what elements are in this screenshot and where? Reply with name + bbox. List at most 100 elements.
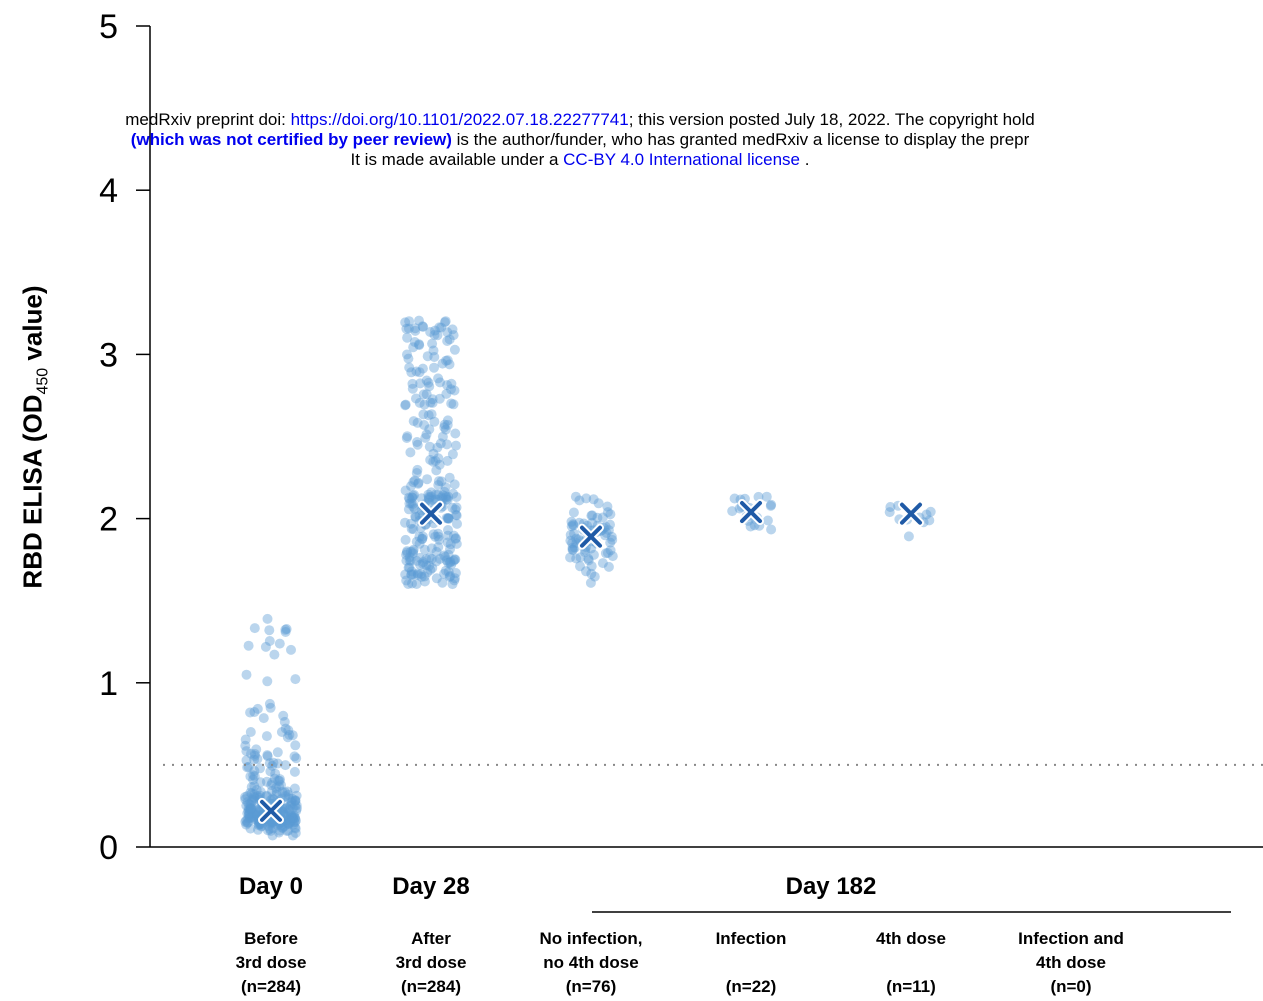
data-point xyxy=(585,577,596,588)
data-point xyxy=(428,456,439,467)
data-point xyxy=(265,766,276,777)
data-point xyxy=(254,807,264,817)
data-point xyxy=(291,800,302,811)
data-point xyxy=(444,359,455,370)
data-point xyxy=(425,564,436,575)
data-point xyxy=(440,565,451,576)
data-point xyxy=(264,625,275,636)
data-point xyxy=(280,723,291,734)
data-point xyxy=(250,810,261,821)
data-point xyxy=(409,503,420,514)
data-point xyxy=(433,542,444,552)
data-point xyxy=(603,525,614,536)
data-point xyxy=(575,561,585,572)
data-point xyxy=(261,790,272,801)
data-point xyxy=(260,641,271,652)
data-point xyxy=(433,531,444,542)
data-point xyxy=(262,751,273,762)
data-point xyxy=(273,775,284,786)
data-point xyxy=(249,765,260,776)
data-point xyxy=(400,317,411,328)
data-point xyxy=(422,351,433,362)
data-point xyxy=(247,812,258,823)
data-point xyxy=(412,570,423,580)
data-point xyxy=(568,519,578,530)
data-point xyxy=(450,554,461,565)
data-point xyxy=(441,355,451,366)
data-point xyxy=(240,816,251,827)
data-point xyxy=(267,786,277,796)
group-label-line-1: Infection xyxy=(716,929,787,948)
data-point xyxy=(433,489,443,500)
data-point xyxy=(418,389,429,400)
data-point xyxy=(289,766,300,777)
data-point xyxy=(412,437,422,447)
data-point xyxy=(404,493,415,504)
data-point xyxy=(766,524,777,535)
data-point xyxy=(581,493,592,504)
data-point xyxy=(607,534,618,545)
data-point xyxy=(245,823,256,834)
doi-link[interactable]: https://doi.org/10.1101/2022.07.18.22277… xyxy=(290,110,629,129)
data-point xyxy=(407,383,418,394)
data-point xyxy=(408,501,419,512)
data-point xyxy=(571,533,582,544)
data-point xyxy=(435,438,446,449)
data-point xyxy=(434,534,445,545)
data-point xyxy=(425,454,436,465)
data-point xyxy=(414,367,425,378)
data-point xyxy=(287,830,298,841)
data-point xyxy=(442,494,453,505)
axes: 0 1 2 3 4 5 xyxy=(99,8,1263,867)
data-point xyxy=(423,494,434,505)
license-link[interactable]: CC-BY 4.0 International license xyxy=(563,150,801,169)
data-point xyxy=(258,713,269,724)
data-point xyxy=(570,491,581,502)
data-point xyxy=(451,440,461,451)
data-point xyxy=(283,725,294,736)
data-point xyxy=(432,330,443,341)
data-point xyxy=(240,734,251,745)
y-tick-label: 2 xyxy=(99,501,118,539)
data-point xyxy=(430,456,441,466)
data-point xyxy=(405,546,416,557)
data-point xyxy=(571,553,582,564)
data-point xyxy=(280,627,291,637)
data-point xyxy=(409,337,420,347)
data-point xyxy=(418,409,429,420)
data-point xyxy=(581,566,591,577)
data-point xyxy=(427,394,438,405)
data-point xyxy=(442,513,453,523)
data-point xyxy=(446,378,457,389)
data-point xyxy=(451,509,461,520)
data-point xyxy=(568,507,579,518)
data-point xyxy=(921,509,932,520)
data-point xyxy=(277,786,288,797)
data-point xyxy=(427,563,438,573)
data-point xyxy=(419,576,430,587)
data-point xyxy=(400,400,411,411)
data-point xyxy=(428,448,439,459)
data-point xyxy=(291,805,302,816)
data-point xyxy=(403,323,414,334)
group-label-line-1: After xyxy=(411,929,451,948)
data-point xyxy=(249,750,260,761)
median-markers xyxy=(258,499,924,824)
banner-line-1: medRxiv preprint doi: https://doi.org/10… xyxy=(80,110,1080,130)
data-point xyxy=(245,771,256,782)
data-point xyxy=(439,486,450,497)
data-point xyxy=(248,774,259,785)
data-point xyxy=(403,562,414,573)
data-point xyxy=(600,530,611,541)
data-point xyxy=(265,795,276,805)
data-point xyxy=(441,492,452,503)
data-point xyxy=(249,754,260,765)
data-point xyxy=(449,479,460,490)
data-point xyxy=(441,555,452,566)
data-point xyxy=(447,449,458,460)
data-point xyxy=(413,478,424,489)
data-point xyxy=(583,553,594,564)
data-point xyxy=(417,321,428,332)
data-point xyxy=(245,803,256,813)
data-point xyxy=(409,489,420,500)
